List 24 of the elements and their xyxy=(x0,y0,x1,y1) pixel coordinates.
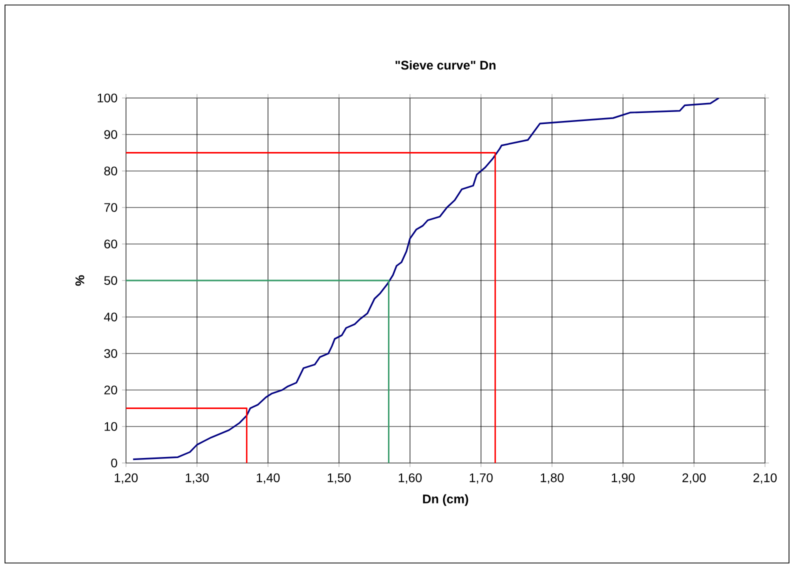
y-tick-label: 70 xyxy=(104,203,118,212)
x-tick-label: 1,20 xyxy=(114,473,138,484)
x-tick-label: 1,70 xyxy=(470,473,493,484)
x-tick-label: 1,30 xyxy=(186,473,209,484)
y-tick-label: 20 xyxy=(104,386,118,394)
x-tick-label: 1,40 xyxy=(256,473,280,484)
y-tick-label: 100 xyxy=(98,94,118,102)
y-axis-title: % xyxy=(75,275,84,286)
x-tick-label: 1,50 xyxy=(328,473,351,484)
y-tick-label: 80 xyxy=(104,166,118,176)
x-axis-title: Dn (cm) xyxy=(423,494,468,506)
y-tick-label: 40 xyxy=(104,312,118,322)
y-tick-label: 60 xyxy=(104,240,118,248)
x-tick-label: 1,90 xyxy=(612,473,635,484)
y-tick-label: 10 xyxy=(104,422,118,431)
x-tick-label: 2,00 xyxy=(682,473,706,484)
x-tick-label: 1,80 xyxy=(540,473,564,484)
chart-title: "Sieve curve" Dn xyxy=(396,60,496,70)
y-tick-label: 30 xyxy=(104,349,118,358)
y-tick-label: 0 xyxy=(111,458,118,468)
y-tick-label: 90 xyxy=(104,130,118,139)
x-tick-label: 1,60 xyxy=(398,473,422,484)
y-tick-label: 50 xyxy=(104,276,118,285)
x-tick-label: 2,10 xyxy=(753,473,777,484)
